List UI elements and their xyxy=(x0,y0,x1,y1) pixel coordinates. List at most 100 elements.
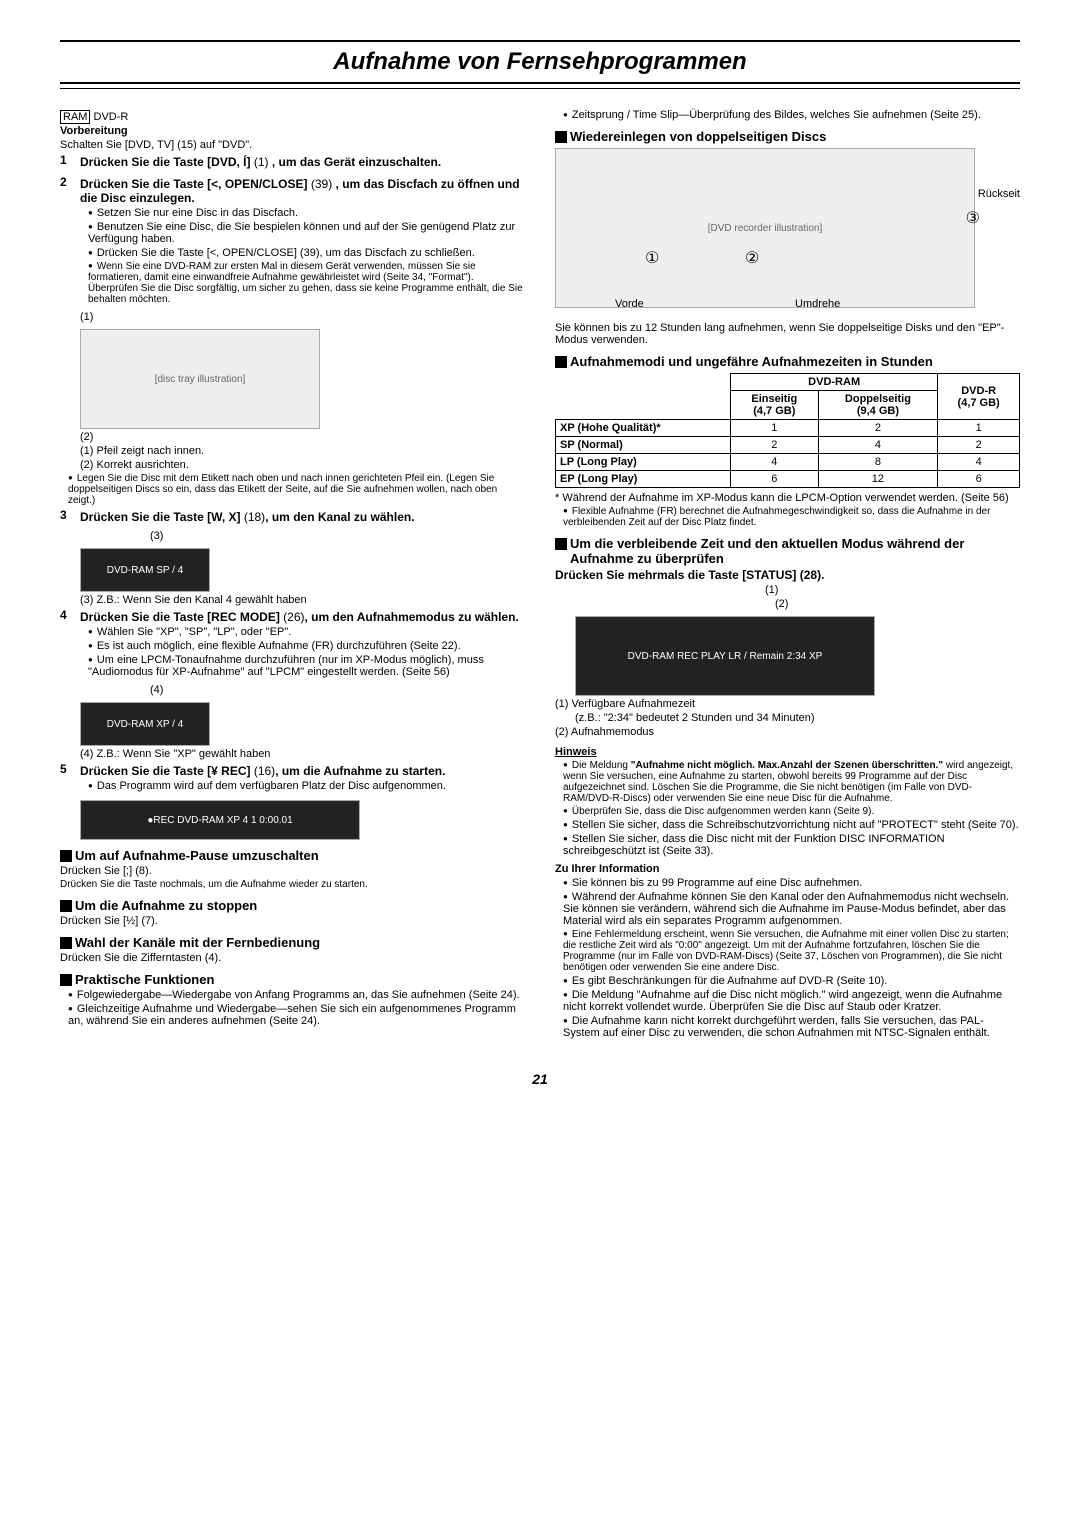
step5-bullets: Das Programm wird auf dem verfügbaren Pl… xyxy=(88,780,525,792)
front-label: Vorde xyxy=(615,298,644,310)
fr-note: Flexible Aufnahme (FR) berechnet die Auf… xyxy=(563,506,1020,528)
steps-list-2: 3 Drücken Sie die Taste [W, X] (18), um … xyxy=(60,508,525,526)
status-display-figure: DVD-RAM REC PLAY LR / Remain 2:34 XP xyxy=(575,616,875,696)
status-cap-1b: (z.B.: "2:34" bedeutet 2 Stunden und 34 … xyxy=(575,712,1020,724)
hin-bullet-3: Stellen Sie sicher, dass die Schreibschu… xyxy=(563,819,1020,831)
zu-bullet-4: Es gibt Beschränkungen für die Aufnahme … xyxy=(563,975,1020,987)
th-doppel: Doppelseitig(9,4 GB) xyxy=(818,391,938,420)
circle-3: ③ xyxy=(966,208,980,228)
back-label: Rückseit xyxy=(978,188,1020,200)
pause-heading: Um auf Aufnahme-Pause umzuschalten xyxy=(60,848,525,863)
s2-bullet-3: Drücken Sie die Taste [<, OPEN/CLOSE] (3… xyxy=(88,247,525,259)
s2-bullet-4: Wenn Sie eine DVD-RAM zur ersten Mal in … xyxy=(88,261,525,305)
reinsert-heading: Wiedereinlegen von doppelseitigen Discs xyxy=(555,129,1020,144)
status-cap-2: (2) Aufnahmemodus xyxy=(555,726,1020,738)
fig1-ann-1: (1) xyxy=(80,311,525,323)
practical-bullets: Folgewiedergabe—Wiedergabe von Anfang Pr… xyxy=(68,989,525,1027)
title-underline xyxy=(60,88,1020,89)
prep-heading: Vorbereitung xyxy=(60,125,525,137)
fig1-ann-2: (2) xyxy=(80,431,525,443)
device-figure-wrap: [DVD recorder illustration] Rückseit ③ ①… xyxy=(555,148,1020,308)
zu-heading: Zu Ihrer Information xyxy=(555,863,1020,875)
remain-heading: Um die verbleibende Zeit und den aktuell… xyxy=(555,536,1020,566)
row-xp: XP (Hohe Qualität)*121 xyxy=(556,420,1020,437)
circle-2: ② xyxy=(745,248,759,268)
step-4: 4 Drücken Sie die Taste [REC MODE] (26),… xyxy=(60,608,525,680)
dvdr-label: DVD-R xyxy=(90,111,128,123)
step4-text: Drücken Sie die Taste [REC MODE] (26), u… xyxy=(80,610,525,624)
s4-bullet-3: Um eine LPCM-Tonaufnahme durchzuführen (… xyxy=(88,654,525,678)
step-3: 3 Drücken Sie die Taste [W, X] (18), um … xyxy=(60,508,525,526)
recording-modes-table: DVD-RAM DVD-R(4,7 GB) Einseitig(4,7 GB) … xyxy=(555,373,1020,488)
row-sp: SP (Normal)242 xyxy=(556,437,1020,454)
status-cap-1: (1) Verfügbare Aufnahmezeit xyxy=(555,698,1020,710)
fig3-caption: (4) Z.B.: Wenn Sie "XP" gewählt haben xyxy=(80,748,525,760)
step3-text: Drücken Sie die Taste [W, X] (18), um de… xyxy=(80,510,525,524)
title-bar: Aufnahme von Fernsehprogrammen xyxy=(60,40,1020,84)
status-ann-1: (1) xyxy=(765,584,1020,596)
fig1-note: Legen Sie die Disc mit dem Etikett nach … xyxy=(68,473,525,506)
fig2-caption: (3) Z.B.: Wenn Sie den Kanal 4 gewählt h… xyxy=(80,594,525,606)
fig1-cap-2: (2) Korrekt ausrichten. xyxy=(80,459,525,471)
s4-bullet-2: Es ist auch möglich, eine flexible Aufna… xyxy=(88,640,525,652)
ram-badge: RAM xyxy=(60,110,90,124)
steps-list-4: 5 Drücken Sie die Taste [¥ REC] (16), um… xyxy=(60,762,525,794)
step-2: 2 Drücken Sie die Taste [<, OPEN/CLOSE] … xyxy=(60,175,525,307)
fig1-note-1: Legen Sie die Disc mit dem Etikett nach … xyxy=(68,473,525,506)
pause-text: Drücken Sie [;] (8). xyxy=(60,865,525,877)
zu-bullets: Sie können bis zu 99 Programme auf eine … xyxy=(563,877,1020,1039)
page-title: Aufnahme von Fernsehprogrammen xyxy=(60,48,1020,76)
disc-types: RAM DVD-R xyxy=(60,111,525,123)
zu-bullet-6: Die Aufnahme kann nicht korrekt durchgef… xyxy=(563,1015,1020,1039)
zu-bullet-3: Eine Fehlermeldung erscheint, wenn Sie v… xyxy=(563,929,1020,973)
th-einseitig: Einseitig(4,7 GB) xyxy=(731,391,819,420)
practical-heading: Praktische Funktionen xyxy=(60,972,525,987)
th-ram: DVD-RAM xyxy=(731,374,938,391)
reinsert-text: Sie können bis zu 12 Stunden lang aufneh… xyxy=(555,322,1020,346)
zu-bullet-2: Während der Aufnahme können Sie den Kana… xyxy=(563,891,1020,927)
step4-bullets: Wählen Sie "XP", "SP", "LP", oder "EP". … xyxy=(88,626,525,678)
zu-bullet-1: Sie können bis zu 99 Programme auf eine … xyxy=(563,877,1020,889)
pause-text2: Drücken Sie die Taste nochmals, um die A… xyxy=(60,879,525,890)
fig3-ann: (4) xyxy=(150,684,525,696)
stop-text: Drücken Sie [½] (7). xyxy=(60,915,525,927)
prep-text: Schalten Sie [DVD, TV] (15) auf "DVD". xyxy=(60,139,525,151)
turn-label: Umdrehe xyxy=(795,298,840,310)
s2-bullet-1: Setzen Sie nur eine Disc in das Discfach… xyxy=(88,207,525,219)
device-figure: [DVD recorder illustration] xyxy=(555,148,975,308)
s5-bullet-1: Das Programm wird auf dem verfügbaren Pl… xyxy=(88,780,525,792)
remain-text: Drücken Sie mehrmals die Taste [STATUS] … xyxy=(555,568,1020,582)
channel-display-figure: DVD-RAM SP / 4 xyxy=(80,548,210,592)
th-dvdr: DVD-R(4,7 GB) xyxy=(938,374,1020,420)
step2-text: Drücken Sie die Taste [<, OPEN/CLOSE] (3… xyxy=(80,177,525,205)
s2-bullet-2: Benutzen Sie eine Disc, die Sie bespiele… xyxy=(88,221,525,245)
stop-heading: Um die Aufnahme zu stoppen xyxy=(60,898,525,913)
table-note-star: * Während der Aufnahme im XP-Modus kann … xyxy=(555,492,1020,504)
hin-bullet-1: Die Meldung "Aufnahme nicht möglich. Max… xyxy=(563,760,1020,804)
zu-bullet-5: Die Meldung "Aufnahme auf die Disc nicht… xyxy=(563,989,1020,1013)
mode-display-figure: DVD-RAM XP / 4 xyxy=(80,702,210,746)
disc-insert-figure: [disc tray illustration] xyxy=(80,329,320,429)
steps-list: 1 Drücken Sie die Taste [DVD, Í] (1) , u… xyxy=(60,153,525,307)
row-ep: EP (Long Play)6126 xyxy=(556,471,1020,488)
right-column: Zeitsprung / Time Slip—Überprüfung des B… xyxy=(555,109,1020,1041)
circle-1: ① xyxy=(645,248,659,268)
prak-bullet-2: Gleichzeitige Aufnahme und Wiedergabe—se… xyxy=(68,1003,525,1027)
fig2-ann: (3) xyxy=(150,530,525,542)
step5-text: Drücken Sie die Taste [¥ REC] (16), um d… xyxy=(80,764,525,778)
page-number: 21 xyxy=(60,1071,1020,1087)
prak-bullet-1: Folgewiedergabe—Wiedergabe von Anfang Pr… xyxy=(68,989,525,1001)
rec-display-figure: ●REC DVD-RAM XP 4 1 0:00.01 xyxy=(80,800,360,840)
hinweis-bullets: Die Meldung "Aufnahme nicht möglich. Max… xyxy=(563,760,1020,857)
ts-bullet-1: Zeitsprung / Time Slip—Überprüfung des B… xyxy=(563,109,1020,121)
steps-list-3: 4 Drücken Sie die Taste [REC MODE] (26),… xyxy=(60,608,525,680)
status-ann-2: (2) xyxy=(775,598,1020,610)
left-column: RAM DVD-R Vorbereitung Schalten Sie [DVD… xyxy=(60,109,525,1041)
s4-bullet-1: Wählen Sie "XP", "SP", "LP", oder "EP". xyxy=(88,626,525,638)
timeslip-bullet: Zeitsprung / Time Slip—Überprüfung des B… xyxy=(563,109,1020,121)
channel-heading: Wahl der Kanäle mit der Fernbedienung xyxy=(60,935,525,950)
fr-note-1: Flexible Aufnahme (FR) berechnet die Auf… xyxy=(563,506,1020,528)
modes-heading: Aufnahmemodi und ungefähre Aufnahmezeite… xyxy=(555,354,1020,369)
channel-text: Drücken Sie die Zifferntasten (4). xyxy=(60,952,525,964)
hin-bullet-4: Stellen Sie sicher, dass die Disc nicht … xyxy=(563,833,1020,857)
